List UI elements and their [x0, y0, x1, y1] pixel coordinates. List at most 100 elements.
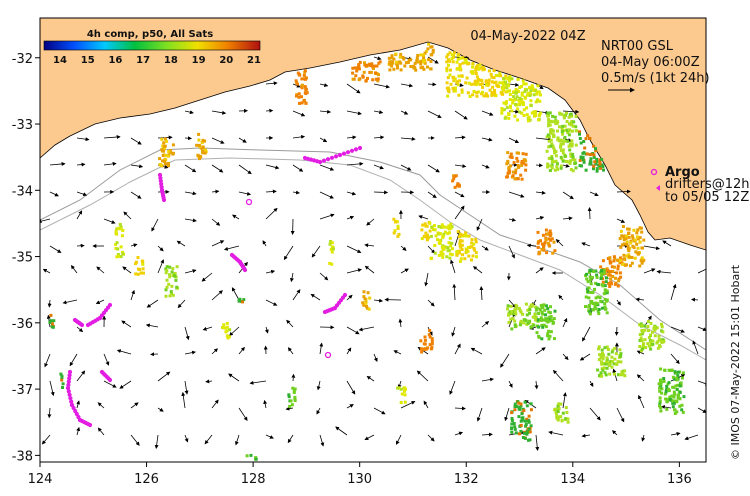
sst-pixel: [591, 276, 594, 280]
sst-pixel: [516, 165, 520, 169]
sst-pixel: [364, 301, 368, 305]
sst-pixel: [549, 164, 553, 168]
sst-pixel: [543, 308, 547, 312]
sst-pixel: [567, 133, 571, 137]
sst-pixel: [456, 83, 460, 87]
x-tick-label: 130: [347, 472, 372, 487]
sst-pixel: [485, 83, 489, 87]
drifter-point: [87, 422, 93, 428]
sst-pixel: [457, 79, 461, 83]
sst-pixel: [372, 67, 375, 70]
sst-pixel: [365, 306, 369, 310]
sst-pixel: [195, 143, 199, 147]
current-arrow: [130, 164, 144, 169]
sst-pixel: [455, 81, 459, 85]
sst-pixel: [593, 160, 597, 164]
sst-pixel: [302, 73, 306, 77]
sst-pixel: [524, 419, 528, 423]
sst-pixel: [491, 85, 495, 89]
sst-pixel: [433, 224, 436, 228]
sst-pixel: [170, 292, 173, 296]
sst-pixel: [433, 228, 437, 232]
sst-pixel: [640, 257, 644, 261]
sst-pixel: [681, 371, 685, 375]
sst-pixel: [528, 311, 531, 315]
current-arrow: [287, 347, 294, 355]
sst-pixel: [292, 391, 296, 394]
sst-pixel: [519, 423, 523, 427]
sst-pixel: [659, 383, 663, 387]
sst-pixel: [571, 158, 575, 162]
current-arrow: [481, 377, 494, 382]
sst-pixel: [419, 53, 423, 57]
sst-pixel: [387, 56, 391, 60]
sst-pixel: [509, 104, 512, 108]
sst-pixel: [662, 340, 666, 344]
sst-pixel: [537, 334, 541, 338]
sst-pixel: [164, 162, 167, 166]
current-arrow: [265, 434, 274, 439]
sst-pixel: [506, 159, 510, 163]
sst-pixel: [659, 409, 663, 413]
sst-pixel: [574, 114, 578, 118]
sst-pixel: [510, 109, 514, 113]
sst-pixel: [559, 148, 563, 152]
sst-pixel: [555, 121, 559, 125]
sst-pixel: [475, 94, 479, 98]
sst-pixel: [141, 262, 145, 266]
sst-pixel: [599, 356, 603, 360]
sst-pixel: [547, 310, 551, 314]
sst-pixel: [506, 151, 510, 155]
sst-pixel: [566, 417, 570, 421]
sst-pixel: [532, 323, 536, 327]
sst-pixel: [511, 170, 515, 174]
sst-pixel: [571, 169, 575, 173]
sst-pixel: [354, 74, 358, 78]
sst-pixel: [136, 272, 140, 276]
sst-pixel: [422, 342, 426, 346]
sst-pixel: [300, 77, 304, 81]
current-arrow: [562, 109, 580, 114]
current-arrow: [263, 399, 268, 409]
sst-pixel: [366, 291, 370, 295]
sst-pixel: [608, 361, 612, 365]
argo-float-marker: [324, 351, 332, 359]
sst-pixel: [457, 74, 461, 78]
current-arrow: [211, 110, 227, 115]
drifter-point: [332, 305, 338, 311]
current-arrow: [76, 326, 84, 333]
sst-pixel: [559, 142, 563, 146]
sst-pixel: [517, 415, 521, 419]
current-arrow: [427, 110, 442, 118]
drifter-point: [68, 396, 73, 401]
current-arrow: [364, 243, 375, 248]
sst-pixel: [589, 157, 593, 161]
sst-pixel: [599, 354, 603, 358]
sst-pixel: [460, 74, 464, 78]
sst-pixel: [465, 76, 469, 80]
current-arrow: [103, 161, 117, 166]
sst-pixel: [425, 224, 429, 228]
sst-pixel: [602, 268, 606, 272]
sst-pixel: [600, 374, 604, 378]
sst-pixel: [365, 304, 368, 308]
sst-pixel: [619, 275, 623, 279]
sst-pixel: [599, 270, 603, 274]
sst-pixel: [667, 387, 671, 391]
sst-pixel: [51, 325, 55, 329]
current-arrow: [346, 161, 364, 166]
sst-pixel: [519, 310, 523, 314]
sst-pixel: [660, 387, 664, 391]
sst-pixel: [593, 304, 597, 308]
current-arrow: [238, 346, 245, 355]
sst-pixel: [605, 267, 609, 271]
sst-pixel: [646, 320, 650, 324]
sst-pixel: [641, 343, 645, 347]
sst-pixel: [548, 123, 552, 127]
y-tick-label: -32: [12, 52, 33, 67]
sst-pixel: [616, 284, 620, 288]
sst-pixel: [529, 408, 533, 412]
current-arrow: [427, 299, 435, 307]
sst-pixel: [599, 371, 603, 375]
sst-pixel: [507, 171, 511, 175]
